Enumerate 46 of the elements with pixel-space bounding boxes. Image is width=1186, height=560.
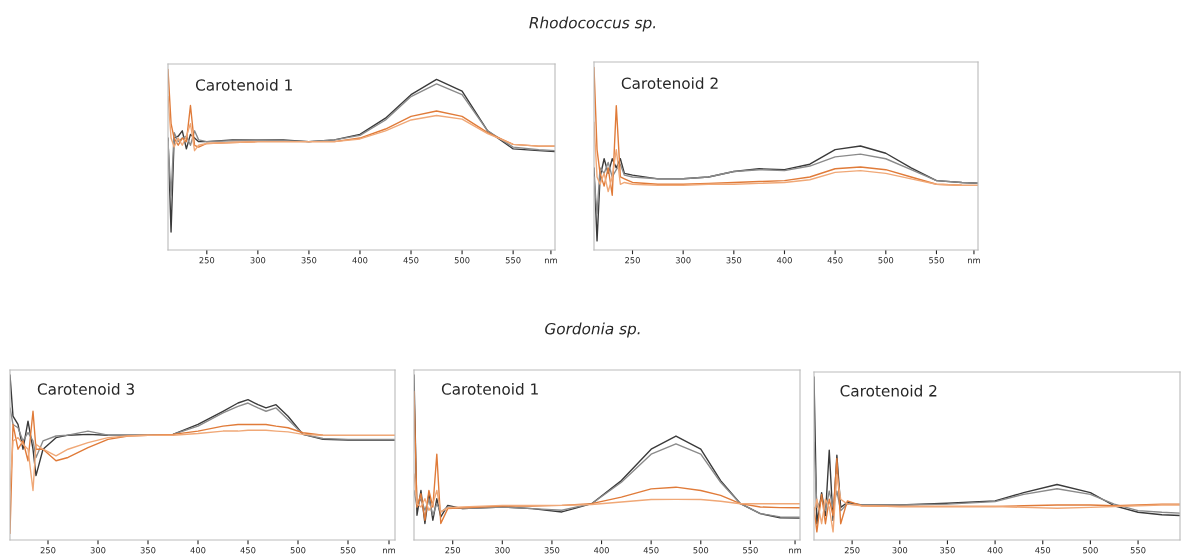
x-tick-label: 500 [454,257,470,264]
annotation: Carotenoid 3 [37,383,134,395]
x-tick-label: 450 [643,547,659,554]
x-tick-label: 350 [140,547,156,554]
x-tick-label: 550 [340,547,356,554]
annotation: Carotenoid 1 [195,78,292,91]
x-tick-label: 500 [290,547,306,554]
annotation: Carotenoid 1 [441,383,538,395]
x-tick-label: 500 [693,547,709,554]
x-tick-label: 300 [495,547,510,554]
x-tick-label: 400 [352,257,368,264]
x-tick-label: 300 [90,547,106,554]
annotation: Carotenoid 2 [840,384,937,397]
x-tick-label: 550 [929,257,944,264]
x-tick-label: 250 [199,257,215,264]
x-tick-label: 550 [743,547,758,554]
x-tick-label: 400 [594,547,609,554]
x-tick-label: 350 [544,547,560,554]
x-tick-label: 500 [878,257,894,264]
x-tick-label: 400 [987,547,1003,554]
chart-title: Gordonia sp. [545,322,640,338]
x-tick-label: 300 [250,257,266,264]
x-tick-label: nm [544,258,557,264]
x-tick-label: 500 [1083,547,1098,554]
x-tick-label: 550 [505,257,521,264]
x-tick-label: 250 [40,547,56,554]
x-tick-label: 450 [240,547,256,554]
x-tick-label: 350 [301,257,317,264]
x-tick-label: nm [383,548,395,554]
x-tick-label: 550 [1130,547,1146,554]
x-tick-label: 450 [403,257,419,264]
x-tick-label: 450 [1035,547,1051,554]
x-tick-label: 300 [892,547,908,554]
x-tick-label: 350 [940,547,955,554]
x-tick-label: 300 [675,257,691,264]
annotation: Carotenoid 2 [621,77,718,89]
x-tick-label: 450 [827,257,843,264]
x-tick-label: 400 [776,257,792,264]
x-tick-label: 350 [726,257,742,264]
x-tick-label: 400 [190,547,206,554]
text: Rhodococcus sp. [529,16,656,32]
x-tick-label: nm [968,258,980,264]
x-tick-label: nm [789,548,802,554]
x-tick-label: 250 [445,547,461,554]
x-tick-label: 250 [844,547,860,554]
x-tick-label: 250 [625,257,640,264]
